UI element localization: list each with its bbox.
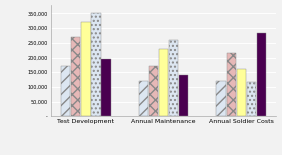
Bar — [91, 13, 101, 116]
Bar — [216, 81, 226, 116]
Bar — [71, 37, 80, 116]
Bar — [139, 81, 148, 116]
Bar — [81, 22, 91, 116]
Bar — [169, 40, 178, 116]
Bar — [247, 82, 256, 116]
Bar — [149, 66, 158, 116]
Bar — [226, 53, 236, 116]
Bar — [179, 75, 188, 116]
Bar — [102, 59, 111, 116]
Bar — [159, 49, 168, 116]
Bar — [61, 66, 70, 116]
Bar — [257, 33, 266, 116]
Bar — [237, 69, 246, 116]
